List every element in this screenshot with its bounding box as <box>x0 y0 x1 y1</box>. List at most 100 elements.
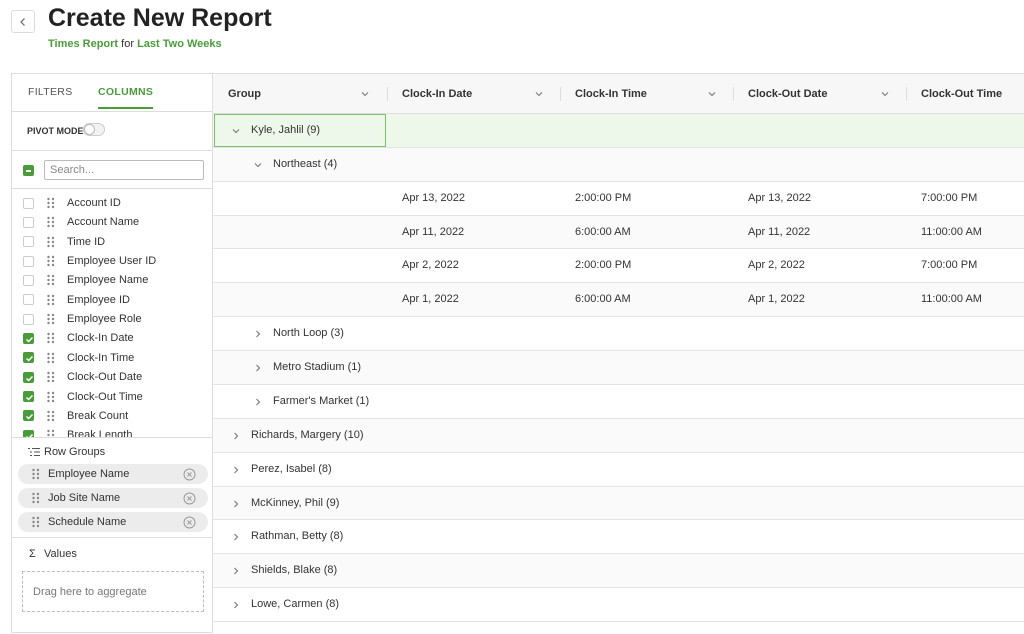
expand-toggle[interactable] <box>231 126 241 139</box>
column-checkbox[interactable] <box>23 391 34 402</box>
grid-row[interactable]: Lowe, Carmen (8) <box>213 588 1024 623</box>
drag-handle <box>47 255 55 267</box>
select-all-checkbox[interactable] <box>23 165 34 176</box>
remove-icon <box>183 492 196 504</box>
column-checkbox[interactable] <box>23 197 34 209</box>
chevron-down <box>254 162 262 168</box>
expand-toggle[interactable] <box>231 499 241 512</box>
expand-toggle[interactable] <box>231 600 241 613</box>
expand-toggle[interactable] <box>231 566 241 579</box>
header-menu[interactable] <box>534 89 544 102</box>
grid-row[interactable]: Kyle, Jahlil (9) <box>213 114 1024 148</box>
column-checkbox[interactable] <box>23 255 34 267</box>
header-menu[interactable] <box>880 89 890 102</box>
column-checkbox[interactable] <box>23 410 34 422</box>
tool-panel: FILTERS COLUMNS PIVOT MODE Search... Account… <box>11 73 213 633</box>
header-menu[interactable] <box>707 89 717 102</box>
back-icon <box>20 17 25 26</box>
grid-row[interactable]: Perez, Isabel (8) <box>213 452 1024 487</box>
remove-icon <box>183 468 196 480</box>
grid-row[interactable]: North Loop (3) <box>213 317 1024 352</box>
column-label[interactable]: Account ID <box>67 197 121 209</box>
report-name[interactable]: Times Report <box>48 38 119 50</box>
chevron-right <box>234 432 239 440</box>
column-checkbox[interactable] <box>23 216 34 228</box>
row-group-chip[interactable]: Employee Name <box>18 464 208 484</box>
row-group-chip[interactable]: Job Site Name <box>18 488 208 508</box>
drag-handle <box>47 352 55 363</box>
divider <box>12 188 212 189</box>
page: Create New Report Times Report for Last … <box>11 4 1024 633</box>
chip-label: Job Site Name <box>48 492 121 504</box>
grid-row[interactable]: Farmer's Market (1) <box>213 384 1024 419</box>
remove-icon <box>183 516 196 528</box>
column-label[interactable]: Employee Role <box>67 313 142 326</box>
drag-handle <box>47 236 55 247</box>
grid-row[interactable]: Apr 1, 2022 6:00:00 AM Apr 1, 2022 11:00:00… <box>213 283 1024 318</box>
chevron-down <box>232 129 240 134</box>
grid-row[interactable]: Metro Stadium (1) <box>213 351 1024 385</box>
column-label[interactable]: Break Count <box>67 409 129 422</box>
drag-handle <box>47 410 55 422</box>
column-label[interactable]: Account Name <box>67 216 140 229</box>
column-header[interactable]: Clock-In Date <box>402 88 473 100</box>
expand-toggle[interactable] <box>231 431 241 444</box>
column-label[interactable]: Employee User ID <box>67 255 157 268</box>
header-menu[interactable] <box>360 89 370 102</box>
column-checkbox[interactable] <box>23 294 34 306</box>
period[interactable]: Last Two Weeks <box>137 38 222 50</box>
column-header[interactable]: Clock-Out Date <box>748 88 828 100</box>
expand-toggle[interactable] <box>231 532 241 545</box>
drop-zone: Drag here to aggregate <box>22 571 204 612</box>
pivot-toggle[interactable] <box>83 123 105 136</box>
expand-toggle[interactable] <box>253 363 263 376</box>
column-label[interactable]: Break Length <box>67 429 133 437</box>
drag-handle-box <box>47 352 55 367</box>
column-checkbox[interactable] <box>23 371 34 383</box>
group-label: Perez, Isabel (8) <box>251 462 332 475</box>
chip-remove[interactable] <box>183 492 196 508</box>
column-label[interactable]: Time ID <box>67 235 106 248</box>
tab[interactable]: COLUMNS <box>98 86 154 109</box>
drag-handle-box <box>47 313 55 328</box>
chevron-right <box>234 601 239 609</box>
column-checkbox[interactable] <box>23 352 34 364</box>
column-header[interactable]: Group <box>228 88 261 100</box>
expand-toggle[interactable] <box>231 465 241 478</box>
grid-row[interactable]: Richards, Margery (10) <box>213 418 1024 453</box>
search-box[interactable]: Search... <box>44 160 204 180</box>
column-checkbox[interactable] <box>23 274 34 286</box>
grid-row[interactable]: Northeast (4) <box>213 147 1024 182</box>
column-header[interactable]: Clock-In Time <box>575 88 647 100</box>
column-label[interactable]: Clock-In Time <box>67 351 135 364</box>
expand-toggle[interactable] <box>253 160 263 173</box>
tab[interactable]: FILTERS <box>28 86 73 98</box>
column-label[interactable]: Employee ID <box>67 293 130 306</box>
column-header[interactable]: Clock-Out Time <box>921 88 1003 100</box>
drag-handle-box <box>47 294 55 309</box>
column-label[interactable]: Clock-Out Date <box>67 371 143 384</box>
column-checkbox[interactable] <box>23 332 34 344</box>
chip-remove[interactable] <box>183 468 196 484</box>
column-checkbox[interactable] <box>23 313 34 325</box>
grid-row[interactable]: McKinney, Phil (9) <box>213 486 1024 521</box>
column-label[interactable]: Employee Name <box>67 274 149 287</box>
grid-row[interactable]: Apr 13, 2022 2:00:00 PM Apr 13, 2022 7:00:0… <box>213 181 1024 216</box>
grid-row[interactable]: Apr 11, 2022 6:00:00 AM Apr 11, 2022 11:00:… <box>213 215 1024 250</box>
back-button[interactable] <box>11 10 35 33</box>
cell-value: Apr 13, 2022 <box>402 191 465 204</box>
chip-remove[interactable] <box>183 516 196 532</box>
grid-row[interactable]: Rathman, Betty (8) <box>213 520 1024 555</box>
row-group-chip[interactable]: Schedule Name <box>18 512 208 532</box>
expand-toggle[interactable] <box>253 329 263 342</box>
column-label[interactable]: Clock-In Date <box>67 332 134 345</box>
expand-toggle[interactable] <box>253 397 263 410</box>
grid-row[interactable]: Shields, Blake (8) <box>213 554 1024 589</box>
column-checkbox[interactable] <box>23 429 34 437</box>
chevron-down <box>881 92 889 97</box>
column-checkbox[interactable] <box>23 236 34 248</box>
drag-handle-box <box>47 274 55 289</box>
column-label[interactable]: Clock-Out Time <box>67 390 143 403</box>
pivot-label: PIVOT MODE <box>27 126 84 136</box>
grid-row[interactable]: Apr 2, 2022 2:00:00 PM Apr 2, 2022 7:00:00 … <box>213 249 1024 284</box>
